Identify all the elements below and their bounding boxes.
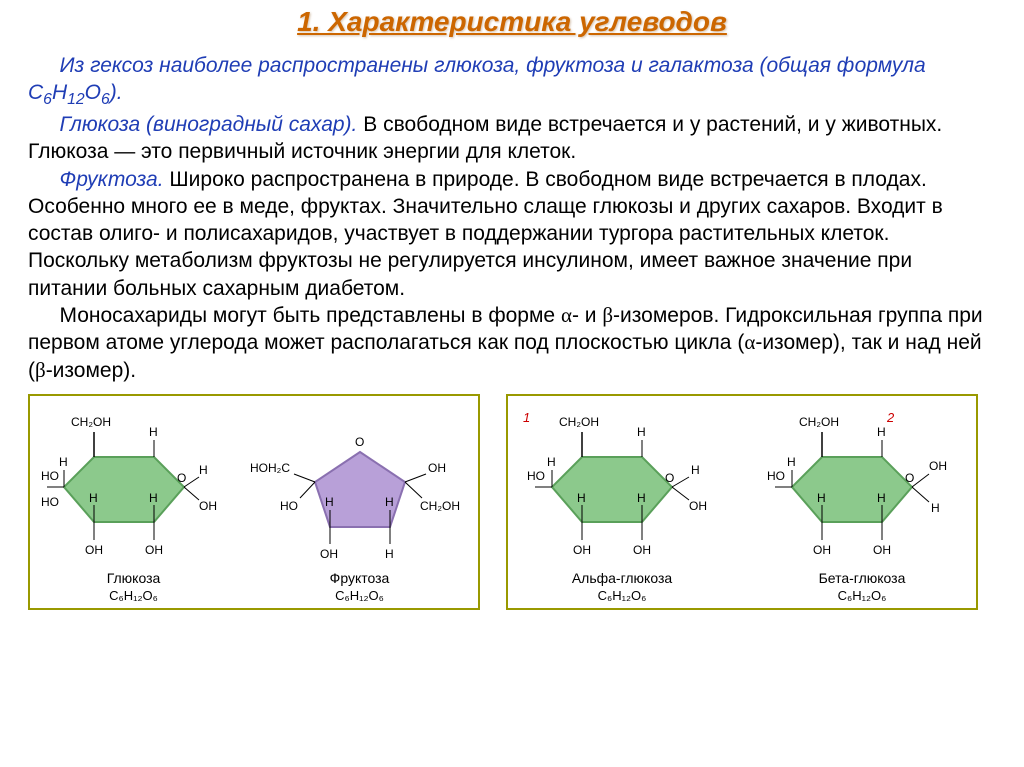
- svg-text:OH: OH: [85, 543, 103, 557]
- body-text: Из гексоз наиболее распространены глюкоз…: [28, 52, 996, 384]
- svg-text:HO: HO: [41, 495, 59, 509]
- svg-text:OH: OH: [873, 543, 891, 557]
- svg-text:O: O: [355, 435, 364, 449]
- svg-text:HO: HO: [527, 469, 545, 483]
- svg-text:OH: OH: [573, 543, 591, 557]
- p3-lead: Фруктоза.: [60, 168, 164, 191]
- svg-text:O: O: [177, 471, 186, 485]
- molecule-beta-glucose: 2 CH₂OH O H OH H H OH H OH HO H Бета-глю: [757, 402, 967, 604]
- svg-text:H: H: [385, 495, 394, 509]
- svg-text:OH: OH: [428, 461, 446, 475]
- svg-text:H: H: [817, 491, 826, 505]
- svg-text:H: H: [637, 425, 646, 439]
- svg-text:OH: OH: [199, 499, 217, 513]
- svg-text:H: H: [877, 491, 886, 505]
- panel-right: 1 CH₂OH O H H OH H OH H OH HO H Альфа-гл…: [506, 394, 978, 610]
- svg-text:H: H: [877, 425, 886, 439]
- svg-text:OH: OH: [689, 499, 707, 513]
- svg-text:H: H: [385, 547, 394, 561]
- svg-text:O: O: [665, 471, 674, 485]
- svg-text:HO: HO: [41, 469, 59, 483]
- svg-text:H: H: [325, 495, 334, 509]
- svg-text:H: H: [89, 491, 98, 505]
- p1-lead: Из гексоз наиболее распространены глюкоз…: [28, 54, 926, 104]
- diagram-row: CH₂OH O H H OH H OH HO HO H H OH Глюкоза…: [28, 394, 996, 610]
- svg-text:H: H: [149, 425, 158, 439]
- svg-text:1: 1: [523, 410, 530, 425]
- svg-text:OH: OH: [145, 543, 163, 557]
- svg-text:HOH₂C: HOH₂C: [250, 461, 290, 475]
- svg-text:H: H: [637, 491, 646, 505]
- molecule-fructose: O HOH₂C HO OH CH₂OH H OH H H ФруктозаC₆H…: [250, 402, 470, 604]
- svg-text:HO: HO: [280, 499, 298, 513]
- svg-text:O: O: [905, 471, 914, 485]
- svg-text:OH: OH: [633, 543, 651, 557]
- svg-text:CH₂OH: CH₂OH: [799, 415, 839, 429]
- svg-text:H: H: [577, 491, 586, 505]
- svg-text:HO: HO: [767, 469, 785, 483]
- svg-text:H: H: [787, 455, 796, 469]
- molecule-glucose: CH₂OH O H H OH H OH HO HO H H OH Глюкоза…: [39, 402, 229, 604]
- molecule-alpha-glucose: 1 CH₂OH O H H OH H OH H OH HO H Альфа-гл…: [517, 402, 727, 604]
- svg-text:H: H: [59, 455, 68, 469]
- svg-text:OH: OH: [320, 547, 338, 561]
- p4: Моносахариды могут быть представлены в ф…: [28, 302, 996, 384]
- svg-text:CH₂OH: CH₂OH: [559, 415, 599, 429]
- svg-text:H: H: [547, 455, 556, 469]
- slide-title: 1. Характеристика углеводов: [28, 6, 996, 38]
- svg-text:CH₂OH: CH₂OH: [71, 415, 111, 429]
- svg-text:OH: OH: [929, 459, 947, 473]
- p3-body: Широко распространена в природе. В свобо…: [28, 168, 943, 300]
- p2-lead: Глюкоза (виноградный сахар).: [60, 113, 358, 136]
- svg-text:H: H: [691, 463, 700, 477]
- svg-text:H: H: [931, 501, 940, 515]
- svg-text:H: H: [199, 463, 208, 477]
- svg-text:CH₂OH: CH₂OH: [420, 499, 460, 513]
- svg-text:OH: OH: [813, 543, 831, 557]
- svg-text:H: H: [149, 491, 158, 505]
- svg-text:2: 2: [886, 410, 895, 425]
- panel-left: CH₂OH O H H OH H OH HO HO H H OH Глюкоза…: [28, 394, 480, 610]
